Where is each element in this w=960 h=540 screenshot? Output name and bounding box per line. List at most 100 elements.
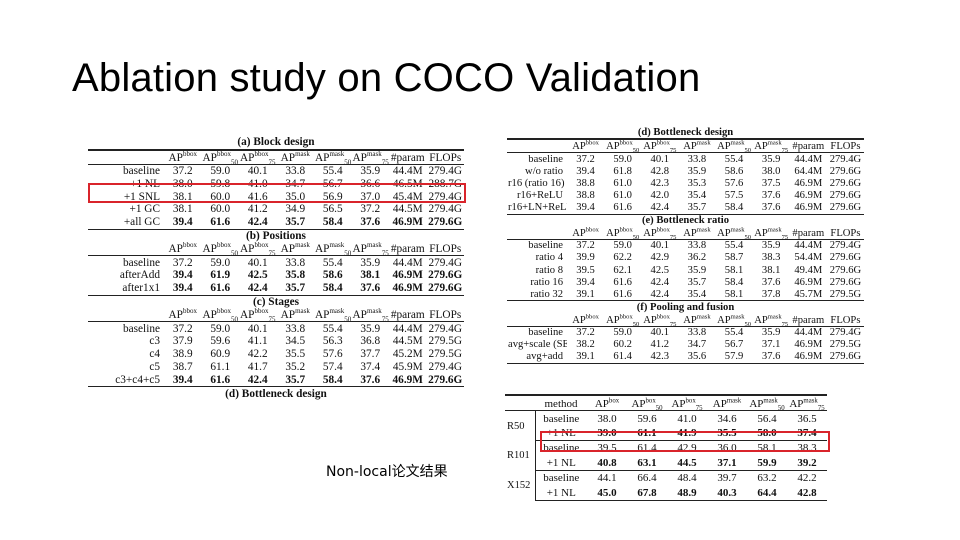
cell-value: 46.9M bbox=[389, 373, 427, 388]
cell-value: 40.3 bbox=[707, 485, 747, 501]
cell-value: 67.8 bbox=[627, 485, 667, 501]
row-label: r16+LN+ReLU bbox=[507, 201, 567, 215]
backbone-label: R101 bbox=[505, 440, 536, 471]
cell-value: 59.0 bbox=[613, 153, 632, 165]
cell-value: 33.8 bbox=[687, 153, 707, 165]
cell-value: 279.6G bbox=[426, 215, 464, 230]
cell-value: 42.0 bbox=[650, 190, 670, 202]
cell-value: 49.4M bbox=[794, 264, 823, 276]
cell-value: 41.0 bbox=[677, 412, 697, 425]
cell-value: 56.7 bbox=[322, 177, 343, 190]
table-row: +1 NL 39.0 61.1 41.9 35.5 58.0 37.4 bbox=[505, 425, 827, 442]
cell-value: 57.6 bbox=[322, 348, 343, 361]
cell-value: 279.4G bbox=[829, 153, 862, 165]
column-header: APbbox75 bbox=[239, 148, 277, 165]
cell-value: 35.0 bbox=[285, 190, 306, 203]
cell-value: 46.9M bbox=[794, 276, 823, 288]
cell-value: 37.2 bbox=[172, 164, 193, 177]
column-header: APbbox bbox=[164, 242, 202, 257]
cell-value: 66.4 bbox=[637, 472, 657, 485]
cell-value: 42.2 bbox=[247, 348, 268, 361]
row-label: +1 NL bbox=[535, 455, 587, 471]
cell-value: 35.4 bbox=[687, 190, 707, 202]
cell-value: 38.9 bbox=[172, 348, 193, 361]
section-title-row: (b) Positions bbox=[88, 229, 464, 242]
cell-value: 55.4 bbox=[724, 240, 744, 252]
column-header: #param bbox=[789, 313, 827, 327]
cell-value: 38.8 bbox=[576, 177, 595, 189]
column-header: APmask50 bbox=[715, 226, 753, 240]
section-title-row: (f) Pooling and fusion bbox=[507, 301, 864, 314]
column-header: #param bbox=[389, 308, 427, 323]
cell-value: 58.7 bbox=[724, 252, 744, 264]
cell-value: 41.2 bbox=[247, 203, 268, 216]
table-row: X152 baseline 44.1 66.4 48.4 39.7 63.2 42.2 bbox=[505, 470, 827, 501]
cell-value: 42.9 bbox=[677, 442, 697, 455]
table-row: ratio 32 39.1 61.6 42.4 35.4 58.1 37.8 45.7M 279… bbox=[507, 288, 864, 302]
cell-value: 56.5 bbox=[322, 203, 343, 216]
cell-value: 61.6 bbox=[604, 201, 642, 215]
column-header: APmask bbox=[678, 313, 716, 327]
column-header: APbbox75 bbox=[641, 313, 679, 327]
backbone-results-panel: method APbox APbox50 APbox75 APmask APmask50 A… bbox=[505, 394, 827, 510]
section-title: (d) Bottleneck design bbox=[225, 387, 327, 400]
column-header: APbbox bbox=[164, 308, 202, 323]
row-label: ratio 32 bbox=[507, 288, 567, 302]
right-ablation-table: (d) Bottleneck design APbbox APbbox50 APbbo… bbox=[507, 126, 864, 364]
cell-value: 35.9 bbox=[687, 165, 707, 177]
row-label: baseline bbox=[528, 327, 563, 339]
cell-value: 58.4 bbox=[314, 215, 352, 230]
cell-value: 61.6 bbox=[201, 281, 239, 296]
cell-value: 61.4 bbox=[637, 442, 657, 455]
cell-value: 59.6 bbox=[210, 335, 231, 348]
cell-value: 55.4 bbox=[322, 164, 343, 177]
cell-value: 36.5 bbox=[797, 412, 817, 425]
cell-value: 279.6G bbox=[826, 350, 864, 364]
row-label: +1 GC bbox=[129, 203, 160, 216]
left-ablation-table: (a) Block design APbbox APbbox50 APbbox75 AP… bbox=[88, 136, 464, 400]
cell-value: 56.3 bbox=[322, 335, 343, 348]
cell-value: 38.1 bbox=[172, 190, 193, 203]
column-header: APbbox50 bbox=[201, 148, 239, 165]
section-title-row: (d) Bottleneck design bbox=[507, 126, 864, 139]
cell-value: 61.6 bbox=[201, 215, 239, 230]
cell-value: 39.4 bbox=[164, 215, 202, 230]
column-header: method bbox=[535, 394, 587, 412]
column-header: APmask bbox=[707, 394, 747, 412]
cell-value: 279.4G bbox=[428, 322, 463, 335]
cell-value: 40.1 bbox=[247, 256, 268, 269]
cell-value: 44.5 bbox=[667, 455, 707, 471]
column-header: APbbox75 bbox=[641, 226, 679, 240]
cell-value: 33.8 bbox=[687, 327, 707, 339]
cell-value: 37.6 bbox=[351, 281, 389, 296]
header-blank bbox=[507, 226, 567, 240]
section-title: (c) Stages bbox=[252, 295, 300, 308]
row-label: +1 NL bbox=[535, 485, 587, 501]
cell-value: 38.1 bbox=[360, 269, 381, 282]
cell-value: 42.3 bbox=[641, 350, 679, 364]
cell-value: 61.6 bbox=[604, 288, 642, 302]
cell-value: 41.1 bbox=[247, 335, 268, 348]
table-row: baseline 37.2 59.0 40.1 33.8 55.4 35.9 44.4M 279… bbox=[88, 322, 464, 335]
cell-value: 55.4 bbox=[724, 327, 744, 339]
cell-value: 279.6G bbox=[829, 264, 862, 276]
right-results-panel: (d) Bottleneck design APbbox APbbox50 APbbo… bbox=[507, 126, 864, 390]
column-header: APmask75 bbox=[752, 226, 790, 240]
table-row: +1 NL 40.8 63.1 44.5 37.1 59.9 39.2 bbox=[505, 455, 827, 471]
cell-value: 63.2 bbox=[757, 472, 777, 485]
column-header: APmask75 bbox=[351, 148, 389, 165]
cell-value: 59.0 bbox=[210, 164, 231, 177]
cell-value: 62.1 bbox=[613, 264, 632, 276]
cell-value: 42.5 bbox=[247, 269, 268, 282]
cell-value: 38.8 bbox=[576, 190, 595, 202]
cell-value: 37.0 bbox=[360, 190, 381, 203]
cell-value: 39.5 bbox=[597, 442, 617, 455]
table-row: +1 NL 45.0 67.8 48.9 40.3 64.4 42.8 bbox=[505, 485, 827, 501]
cell-value: 279.4G bbox=[428, 190, 463, 203]
cell-value: 38.0 bbox=[761, 165, 781, 177]
backbone-label: R50 bbox=[505, 410, 536, 441]
backbone-results-table: method APbox APbox50 APbox75 APmask APmask50 A… bbox=[505, 394, 827, 501]
cell-value: 59.9 bbox=[747, 455, 787, 471]
cell-value: 37.1 bbox=[707, 455, 747, 471]
cell-value: 37.6 bbox=[351, 373, 389, 388]
